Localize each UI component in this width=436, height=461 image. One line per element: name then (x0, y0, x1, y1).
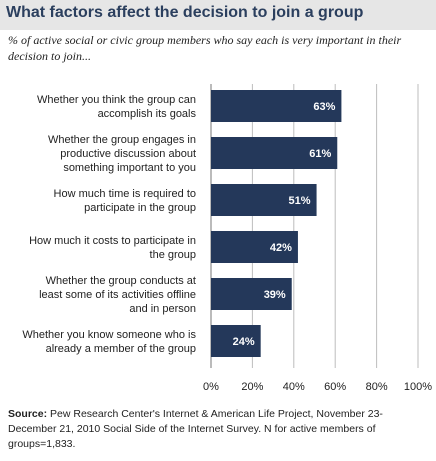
category-label: Whether you know someone who is already a… (22, 329, 196, 355)
category-label: Whether the group engages in productive d… (48, 134, 196, 174)
bar (211, 184, 317, 216)
category-label-line: Whether you think the group can (37, 94, 196, 106)
category-label-line: How much time is required to (54, 188, 196, 200)
category-label: How much it costs to participate in the g… (29, 235, 196, 261)
bar (211, 325, 261, 357)
chart-title: What factors affect the decision to join… (6, 4, 364, 21)
category-label: How much time is required to participate … (54, 188, 196, 214)
source-label: Source: (8, 408, 48, 420)
category-label-line: already a member of the group (46, 343, 196, 355)
chart-subtitle: % of active social or civic group member… (8, 33, 402, 63)
bar (211, 137, 338, 169)
category-label-line: the group (150, 249, 196, 261)
category-label: Whether the group conducts at least some … (39, 275, 196, 315)
category-label-line: accomplish its goals (98, 108, 197, 120)
category-label-line: productive discussion about (60, 148, 196, 160)
bar (211, 278, 292, 310)
category-label-line: participate in the group (84, 202, 196, 214)
bar-value-label: 24% (233, 336, 255, 348)
bar-value-label: 39% (264, 289, 286, 301)
x-axis-ticks: 0% 20% 40% 60% 80% 100% (203, 381, 432, 393)
bar-value-label: 61% (309, 148, 331, 160)
bars: 63% 61% 51% 42% 39% 24% (211, 90, 342, 357)
bar (211, 90, 342, 122)
x-tick-label: 0% (203, 381, 219, 393)
category-label-line: least some of its activities offline (39, 289, 196, 301)
bar (211, 231, 298, 263)
source-text: Pew Research Center's Internet & America… (8, 408, 383, 450)
category-label-line: Whether the group conducts at (46, 275, 196, 287)
source-note: Source: Pew Research Center's Internet &… (8, 407, 428, 452)
x-tick-label: 60% (324, 381, 346, 393)
category-label: Whether you think the group can accomplis… (37, 94, 196, 120)
category-label-line: Whether you know someone who is (22, 329, 196, 341)
bar-value-label: 51% (289, 195, 311, 207)
category-label-line: How much it costs to participate in (29, 235, 196, 247)
category-label-line: Whether the group engages in (48, 134, 196, 146)
bar-value-label: 63% (313, 101, 335, 113)
grid-lines (210, 84, 419, 368)
x-tick-label: 20% (241, 381, 263, 393)
x-tick-label: 80% (366, 381, 388, 393)
x-tick-label: 40% (283, 381, 305, 393)
category-label-line: something important to you (63, 162, 196, 174)
category-labels: Whether you think the group can accomplis… (22, 94, 196, 355)
bar-value-label: 42% (270, 242, 292, 254)
x-tick-label: 100% (404, 381, 432, 393)
title-bar (0, 0, 436, 30)
category-label-line: and in person (129, 303, 196, 315)
